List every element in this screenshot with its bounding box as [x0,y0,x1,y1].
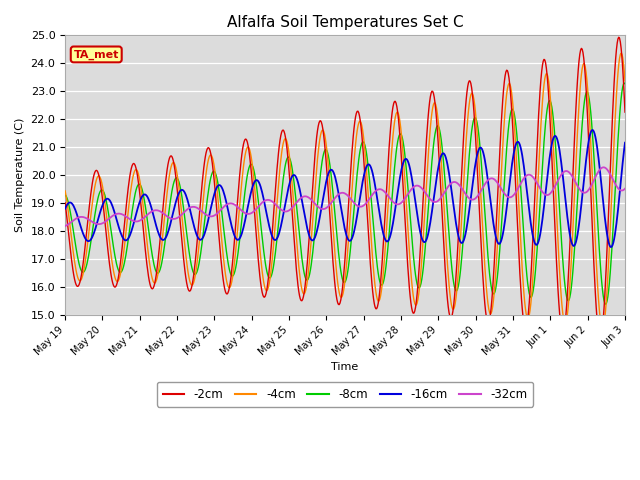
Legend: -2cm, -4cm, -8cm, -16cm, -32cm: -2cm, -4cm, -8cm, -16cm, -32cm [157,382,533,407]
X-axis label: Time: Time [332,362,358,372]
Text: TA_met: TA_met [74,49,119,60]
Y-axis label: Soil Temperature (C): Soil Temperature (C) [15,118,25,232]
Title: Alfalfa Soil Temperatures Set C: Alfalfa Soil Temperatures Set C [227,15,463,30]
